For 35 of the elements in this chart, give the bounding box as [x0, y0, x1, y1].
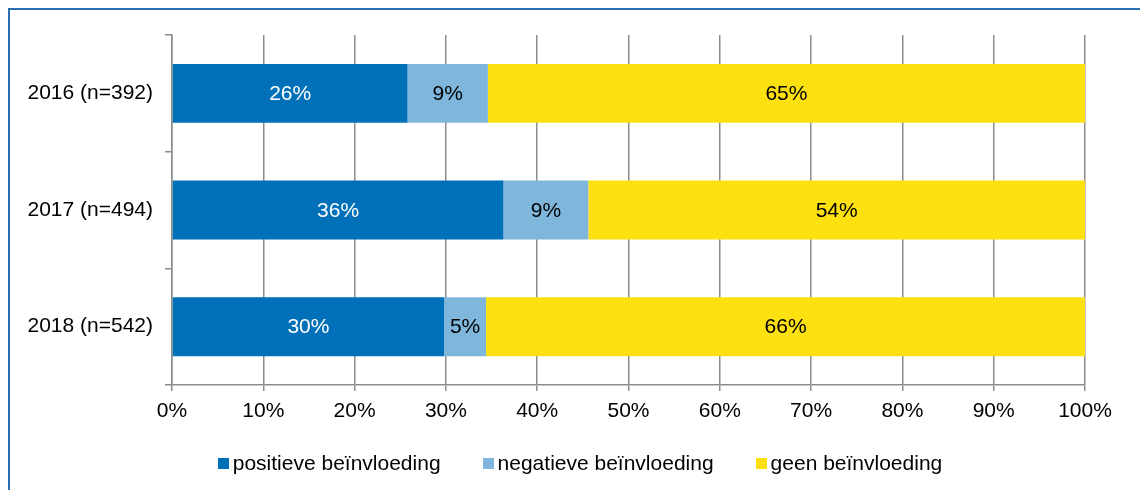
bar: [407, 63, 488, 123]
bar: [503, 180, 589, 240]
x-tick-label: 70%: [790, 398, 833, 422]
y-tick-label: 2018 (n=542): [27, 313, 153, 337]
data-label: 5%: [449, 314, 481, 338]
data-label: 9%: [432, 81, 463, 105]
bar: [444, 297, 487, 357]
data-label: 26%: [269, 81, 312, 105]
x-tick-label: 50%: [607, 398, 650, 422]
y-tick-label: 2017 (n=494): [27, 196, 153, 220]
bar: [172, 180, 504, 240]
x-tick-label: 100%: [1058, 398, 1112, 422]
legend-label: positieve beïnvloeding: [232, 451, 441, 475]
bar: [588, 180, 1085, 240]
x-tick-label: 90%: [972, 398, 1015, 422]
x-tick-label: 30%: [424, 398, 467, 422]
bar: [172, 63, 408, 123]
bar: [486, 297, 1085, 357]
legend-label: geen beïnvloeding: [770, 451, 943, 475]
x-tick-label: 0%: [156, 398, 188, 422]
x-tick-label: 20%: [333, 398, 376, 422]
data-label: 66%: [764, 314, 807, 338]
data-label: 9%: [530, 197, 562, 221]
x-tick-label: 80%: [881, 398, 924, 422]
x-tick-label: 60%: [698, 398, 741, 422]
legend-label: negatieve beïnvloeding: [497, 451, 714, 475]
x-tick-label: 10%: [242, 398, 285, 422]
data-label: 30%: [287, 314, 330, 338]
bar: [172, 297, 445, 357]
data-label: 54%: [815, 197, 858, 221]
bar: [487, 63, 1085, 123]
data-label: 65%: [765, 81, 808, 105]
x-tick-label: 40%: [516, 398, 559, 422]
y-tick-label: 2016 (n=392): [27, 80, 153, 104]
data-label: 36%: [317, 197, 360, 221]
